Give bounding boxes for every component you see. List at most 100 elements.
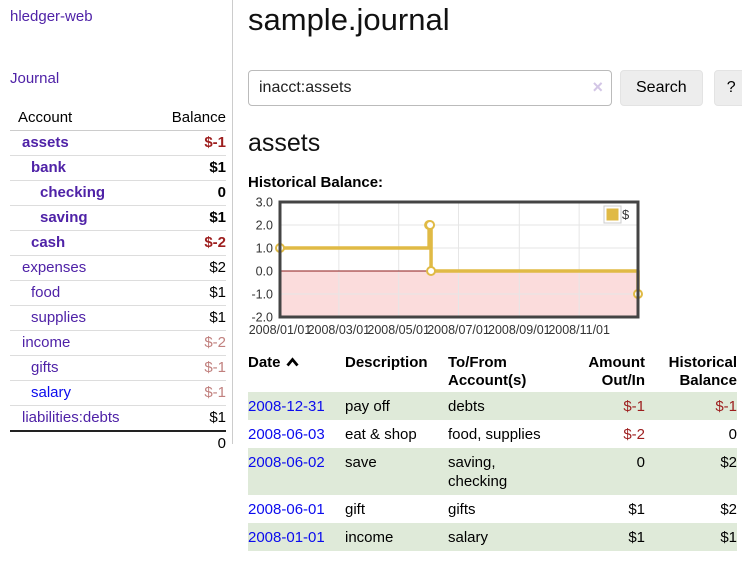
transaction-date-link[interactable]: 2008-06-01 bbox=[248, 501, 325, 518]
search-input[interactable] bbox=[248, 70, 612, 106]
account-balance: $2 bbox=[154, 255, 226, 281]
transaction-accounts: salary bbox=[448, 523, 543, 551]
transaction-date-link[interactable]: 2008-06-02 bbox=[248, 454, 325, 471]
sidebar-account-assets[interactable]: assets bbox=[22, 134, 69, 151]
account-heading: assets bbox=[248, 129, 321, 157]
app-window: hledger-web Journal Account Balance asse… bbox=[0, 0, 742, 551]
help-button[interactable]: ? bbox=[713, 70, 742, 106]
sidebar-item-journal[interactable]: Journal bbox=[10, 70, 60, 87]
account-balance: $-1 bbox=[154, 355, 226, 381]
sidebar-account-expenses[interactable]: expenses bbox=[22, 259, 87, 276]
sidebar-account-checking[interactable]: checking bbox=[40, 184, 106, 201]
balance-column-header: Balance bbox=[154, 106, 226, 131]
transaction-balance: $2 bbox=[645, 448, 737, 495]
total-balance: 0 bbox=[154, 430, 226, 456]
sidebar-account-food[interactable]: food bbox=[31, 284, 61, 301]
x-tick-label: 2008/01/01 bbox=[249, 323, 312, 337]
y-tick-label: 2.0 bbox=[256, 219, 273, 233]
account-balance-table: Account Balance assets $-1 bank $1 check… bbox=[10, 106, 226, 456]
transaction-accounts: food, supplies bbox=[448, 426, 541, 443]
x-tick-label: 2008/03/01 bbox=[308, 323, 371, 337]
transaction-amount: 0 bbox=[543, 448, 645, 495]
sidebar-account-liabilities-debts[interactable]: liabilities:debts bbox=[22, 409, 120, 426]
transaction-accounts: gifts bbox=[448, 501, 476, 518]
x-tick-label: 2008/09/01 bbox=[488, 323, 551, 337]
account-row: food $1 bbox=[10, 280, 226, 306]
legend-swatch bbox=[605, 207, 620, 222]
transaction-date-link[interactable]: 2008-12-31 bbox=[248, 398, 325, 415]
search-form: × Search ? bbox=[248, 70, 742, 106]
clear-search-icon[interactable]: × bbox=[592, 77, 603, 97]
sidebar-account-income[interactable]: income bbox=[22, 334, 71, 351]
transaction-row: 2008-06-02 save saving, checking 0 $2 bbox=[248, 448, 737, 495]
sidebar-account-supplies[interactable]: supplies bbox=[31, 309, 87, 326]
transaction-balance: $1 bbox=[645, 523, 737, 551]
transaction-accounts: saving, checking bbox=[448, 448, 543, 495]
sidebar-account-salary[interactable]: salary bbox=[31, 384, 72, 401]
sidebar-account-gifts[interactable]: gifts bbox=[31, 359, 59, 376]
transaction-date-link[interactable]: 2008-06-03 bbox=[248, 426, 325, 443]
legend-label: $ bbox=[622, 207, 630, 222]
account-column-header: Account bbox=[10, 106, 155, 131]
account-balance: $1 bbox=[154, 405, 226, 432]
total-row: 0 bbox=[10, 430, 226, 456]
y-tick-label: 0.0 bbox=[256, 265, 273, 279]
search-button[interactable]: Search bbox=[620, 70, 703, 106]
transaction-row: 2008-12-31 pay off debts $-1 $-1 bbox=[248, 392, 737, 420]
register-table: Date Description To/From Account(s) Amou… bbox=[248, 352, 737, 551]
account-row: income $-2 bbox=[10, 330, 226, 356]
sidebar: hledger-web Journal Account Balance asse… bbox=[0, 0, 233, 456]
account-balance: $1 bbox=[154, 205, 226, 231]
y-tick-label: 3.0 bbox=[256, 197, 273, 210]
description-column-header: Description bbox=[345, 354, 428, 371]
sidebar-account-cash[interactable]: cash bbox=[31, 234, 66, 251]
account-balance: $1 bbox=[154, 280, 226, 306]
transaction-balance: $2 bbox=[720, 501, 737, 518]
historical-balance-chart: 3.0 2.0 1.0 0.0 -1.0 -2.02008/01/012008/03/01… bbox=[249, 197, 643, 337]
transaction-amount: $1 bbox=[543, 523, 645, 551]
x-tick-label: 2008/07/01 bbox=[427, 323, 490, 337]
account-balance: $-2 bbox=[154, 330, 226, 356]
transaction-description: gift bbox=[345, 501, 366, 518]
account-balance: 0 bbox=[154, 180, 226, 206]
account-row: cash $-2 bbox=[10, 230, 226, 256]
account-row: gifts $-1 bbox=[10, 355, 226, 381]
account-row: liabilities:debts $1 bbox=[10, 405, 226, 432]
brand-link[interactable]: hledger-web bbox=[10, 8, 93, 25]
main-content: sample.journal × Search ? assets Histori… bbox=[233, 0, 742, 551]
transaction-description: income bbox=[345, 523, 448, 551]
account-row: expenses $2 bbox=[10, 255, 226, 281]
sidebar-account-saving[interactable]: saving bbox=[40, 209, 88, 226]
y-tick-label: 1.0 bbox=[256, 242, 273, 256]
account-row: supplies $1 bbox=[10, 305, 226, 331]
transaction-balance: $-1 bbox=[645, 392, 737, 420]
x-tick-label: 2008/05/01 bbox=[367, 323, 430, 337]
transaction-description: pay off bbox=[345, 392, 448, 420]
register-header-row: Date Description To/From Account(s) Amou… bbox=[248, 352, 737, 392]
account-row: checking 0 bbox=[10, 180, 226, 206]
y-tick-label: -1.0 bbox=[251, 288, 273, 302]
account-table-header: Account Balance bbox=[10, 106, 226, 131]
transaction-row: 2008-06-03 eat & shop food, supplies $-2… bbox=[248, 420, 737, 448]
transaction-amount: $-1 bbox=[543, 392, 645, 420]
account-balance: $1 bbox=[154, 155, 226, 181]
balance-column-header: Historical Balance bbox=[668, 354, 737, 389]
transaction-balance: 0 bbox=[728, 426, 737, 443]
account-row: bank $1 bbox=[10, 155, 226, 181]
x-tick-label: 2008/11/01 bbox=[548, 323, 610, 337]
transaction-description: eat & shop bbox=[345, 426, 417, 443]
account-balance: $-1 bbox=[154, 380, 226, 406]
y-tick-label: -2.0 bbox=[251, 311, 273, 325]
account-balance: $-1 bbox=[154, 130, 226, 156]
sidebar-account-bank[interactable]: bank bbox=[31, 159, 67, 176]
amount-column-header: Amount Out/In bbox=[588, 354, 645, 389]
transaction-row: 2008-01-01 income salary $1 $1 bbox=[248, 523, 737, 551]
account-row: saving $1 bbox=[10, 205, 226, 231]
transaction-date-link[interactable]: 2008-01-01 bbox=[248, 529, 325, 546]
date-column-header[interactable]: Date bbox=[248, 352, 345, 392]
account-row: salary $-1 bbox=[10, 380, 226, 406]
account-balance: $1 bbox=[154, 305, 226, 331]
page-title: sample.journal bbox=[248, 2, 450, 37]
transaction-accounts: debts bbox=[448, 392, 543, 420]
account-row: assets $-1 bbox=[10, 130, 226, 156]
